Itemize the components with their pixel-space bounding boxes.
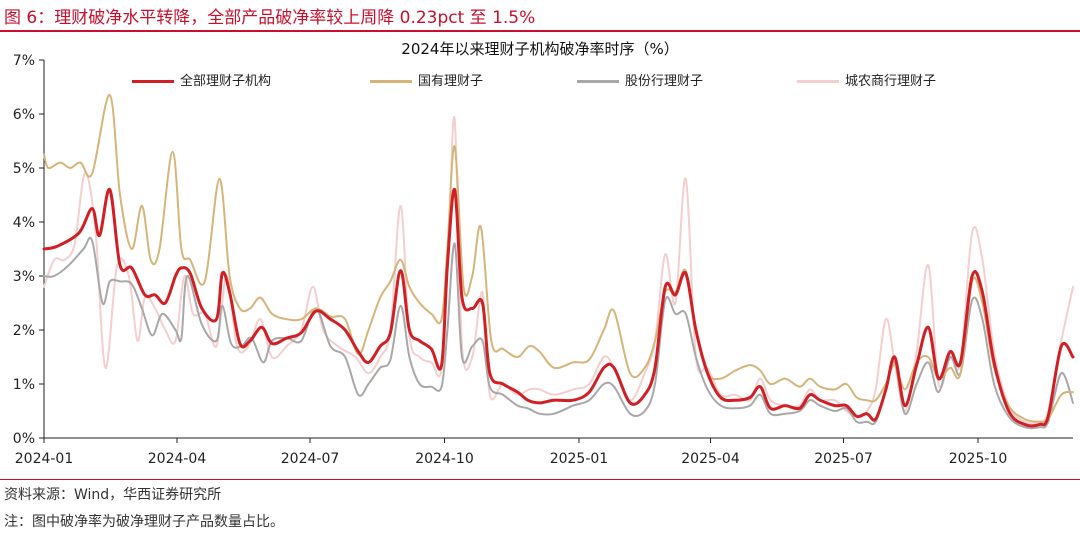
legend-item-all: 全部理财子机构	[132, 70, 271, 92]
chart-title: 2024年以来理财子机构破净率时序（%）	[401, 40, 678, 58]
footnote: 注：图中破净率为破净理财子产品数量占比。	[4, 514, 284, 530]
legend-swatch	[797, 80, 839, 83]
x-tick-label: 2024-10	[415, 451, 474, 467]
footer-rule	[0, 479, 1080, 480]
y-tick-label: 2%	[13, 323, 35, 339]
series-line-joint	[43, 236, 1074, 430]
legend-label: 股份行理财子	[625, 74, 704, 89]
series-line-all	[42, 188, 1075, 428]
x-tick-label: 2024-01	[15, 451, 74, 467]
y-tick-label: 6%	[13, 107, 35, 123]
legend-label: 国有理财子	[418, 74, 484, 89]
y-tick-label: 1%	[13, 377, 35, 393]
legend-item-joint: 股份行理财子	[577, 70, 703, 92]
x-tick-label: 2025-10	[949, 451, 1008, 467]
legend-label: 城农商行理财子	[845, 74, 937, 89]
legend-item-rural: 城农商行理财子	[797, 70, 936, 92]
legend-swatch	[132, 80, 174, 83]
source-note: 资料来源：Wind，华西证券研究所	[4, 487, 222, 503]
y-tick-label: 5%	[13, 161, 35, 177]
y-tick-label: 3%	[13, 269, 35, 285]
legend-label: 全部理财子机构	[180, 74, 272, 89]
legend-swatch	[370, 80, 412, 83]
y-tick-label: 7%	[13, 53, 35, 69]
y-tick-label: 0%	[13, 431, 35, 447]
figure-title: 图 6：理财破净水平转降，全部产品破净率较上周降 0.23pct 至 1.5%	[4, 8, 536, 28]
x-tick-label: 2025-01	[550, 451, 609, 467]
y-tick-label: 4%	[13, 215, 35, 231]
chart-axes: 0% 1% 2% 3% 4% 5% 6% 7% 2024-01 2024-04 2024-07 202…	[13, 53, 1073, 467]
series-line-state	[43, 94, 1074, 424]
x-tick-label: 2025-04	[681, 451, 740, 467]
legend-swatch	[577, 80, 619, 83]
x-tick-label: 2024-07	[281, 451, 340, 467]
line-chart: 2024年以来理财子机构破净率时序（%） 0% 1% 2% 3% 4% 5% 6% 7% 202…	[13, 40, 1075, 467]
x-tick-label: 2024-04	[148, 451, 207, 467]
series-group	[42, 94, 1075, 430]
x-tick-label: 2025-07	[814, 451, 873, 467]
legend-item-state: 国有理财子	[370, 70, 483, 92]
title-rule	[0, 30, 1080, 32]
